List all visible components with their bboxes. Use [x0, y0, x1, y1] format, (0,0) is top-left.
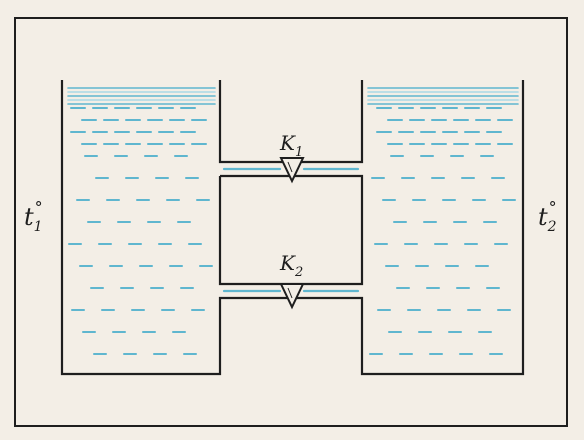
valve-k1-icon	[279, 157, 305, 184]
label-k2: K2	[279, 251, 303, 280]
left-vessel-water	[67, 87, 216, 355]
right-vessel-water	[367, 87, 519, 355]
valve-k2-icon	[279, 283, 305, 310]
label-t1: t° 1	[24, 198, 43, 235]
tube-water	[222, 167, 360, 293]
label-k1: K1	[279, 131, 303, 160]
outer-frame	[14, 17, 568, 427]
label-t2: t° 2	[538, 198, 557, 235]
